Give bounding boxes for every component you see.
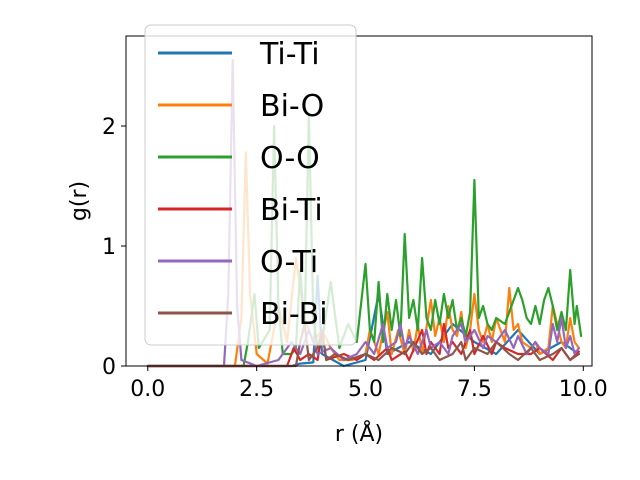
- legend-label-o-ti: O-Ti: [260, 245, 318, 280]
- y-tick-label: 0: [102, 355, 116, 380]
- y-tick-label: 1: [102, 235, 116, 260]
- legend: Ti-Ti Bi-O O-O Bi-Ti O-Ti Bi-Bi: [144, 24, 357, 346]
- y-tick-label: 2: [102, 115, 116, 140]
- x-tick-label: 0.0: [130, 377, 165, 402]
- x-tick-label: 10.0: [559, 377, 608, 402]
- x-tick-label: 5.0: [348, 377, 383, 402]
- x-tick-label: 7.5: [457, 377, 492, 402]
- x-tick-label: 2.5: [239, 377, 274, 402]
- series-line-bi-ti: [146, 322, 580, 368]
- legend-label-bi-ti: Bi-Ti: [260, 193, 323, 228]
- legend-label-bi-o: Bi-O: [260, 89, 324, 124]
- y-axis-ticks: 0 1 2: [102, 115, 126, 380]
- x-axis-label: r (Å): [335, 420, 383, 447]
- legend-label-bi-bi: Bi-Bi: [260, 297, 328, 332]
- legend-label-o-o: O-O: [260, 141, 320, 176]
- axes-frame: [125, 35, 593, 367]
- legend-label-ti-ti: Ti-Ti: [259, 37, 320, 72]
- x-axis-ticks: 0.0 2.5 5.0 7.5 10.0: [130, 366, 608, 402]
- y-axis-label: g(r): [67, 181, 92, 221]
